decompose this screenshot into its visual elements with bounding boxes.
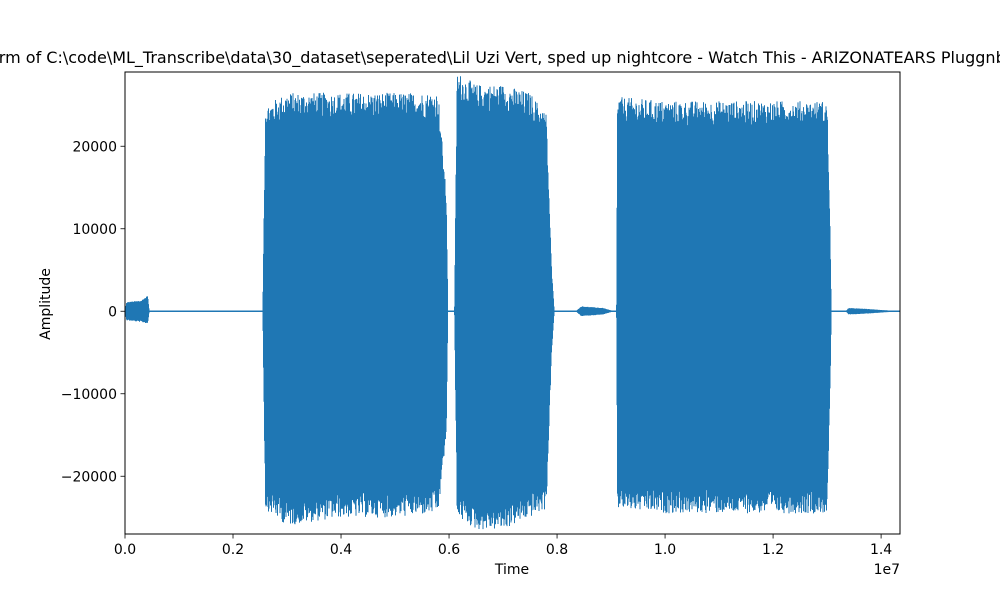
y-axis: −20000 −10000 0 10000 20000 <box>61 139 125 485</box>
x-tick-label: 0.6 <box>438 542 460 558</box>
x-tick-label: 0.2 <box>222 542 244 558</box>
y-tick-label: 0 <box>108 304 117 320</box>
x-tick-label: 0.8 <box>546 542 568 558</box>
axes-frame <box>124 71 901 535</box>
y-axis-label: Amplitude <box>38 268 54 340</box>
x-tick-label: 1.2 <box>762 542 784 558</box>
x-tick-label: 0.4 <box>330 542 352 558</box>
y-tick-label: −10000 <box>61 387 117 403</box>
y-tick-label: 10000 <box>72 222 117 238</box>
x-axis: 0.0 0.2 0.4 0.6 0.8 1.0 1.2 1.4 <box>114 534 892 558</box>
y-tick-label: 20000 <box>72 139 117 155</box>
x-tick-label: 1.0 <box>654 542 676 558</box>
y-tick-label: −20000 <box>61 469 117 485</box>
x-tick-label: 0.0 <box>114 542 136 558</box>
x-axis-label: Time <box>494 562 529 578</box>
waveform-series <box>125 76 900 530</box>
x-axis-offset-label: 1e7 <box>874 562 900 578</box>
chart-title: Waveform of C:\code\ML_Transcribe\data\3… <box>0 48 1000 68</box>
x-tick-label: 1.4 <box>870 542 892 558</box>
plot-area <box>125 76 900 530</box>
